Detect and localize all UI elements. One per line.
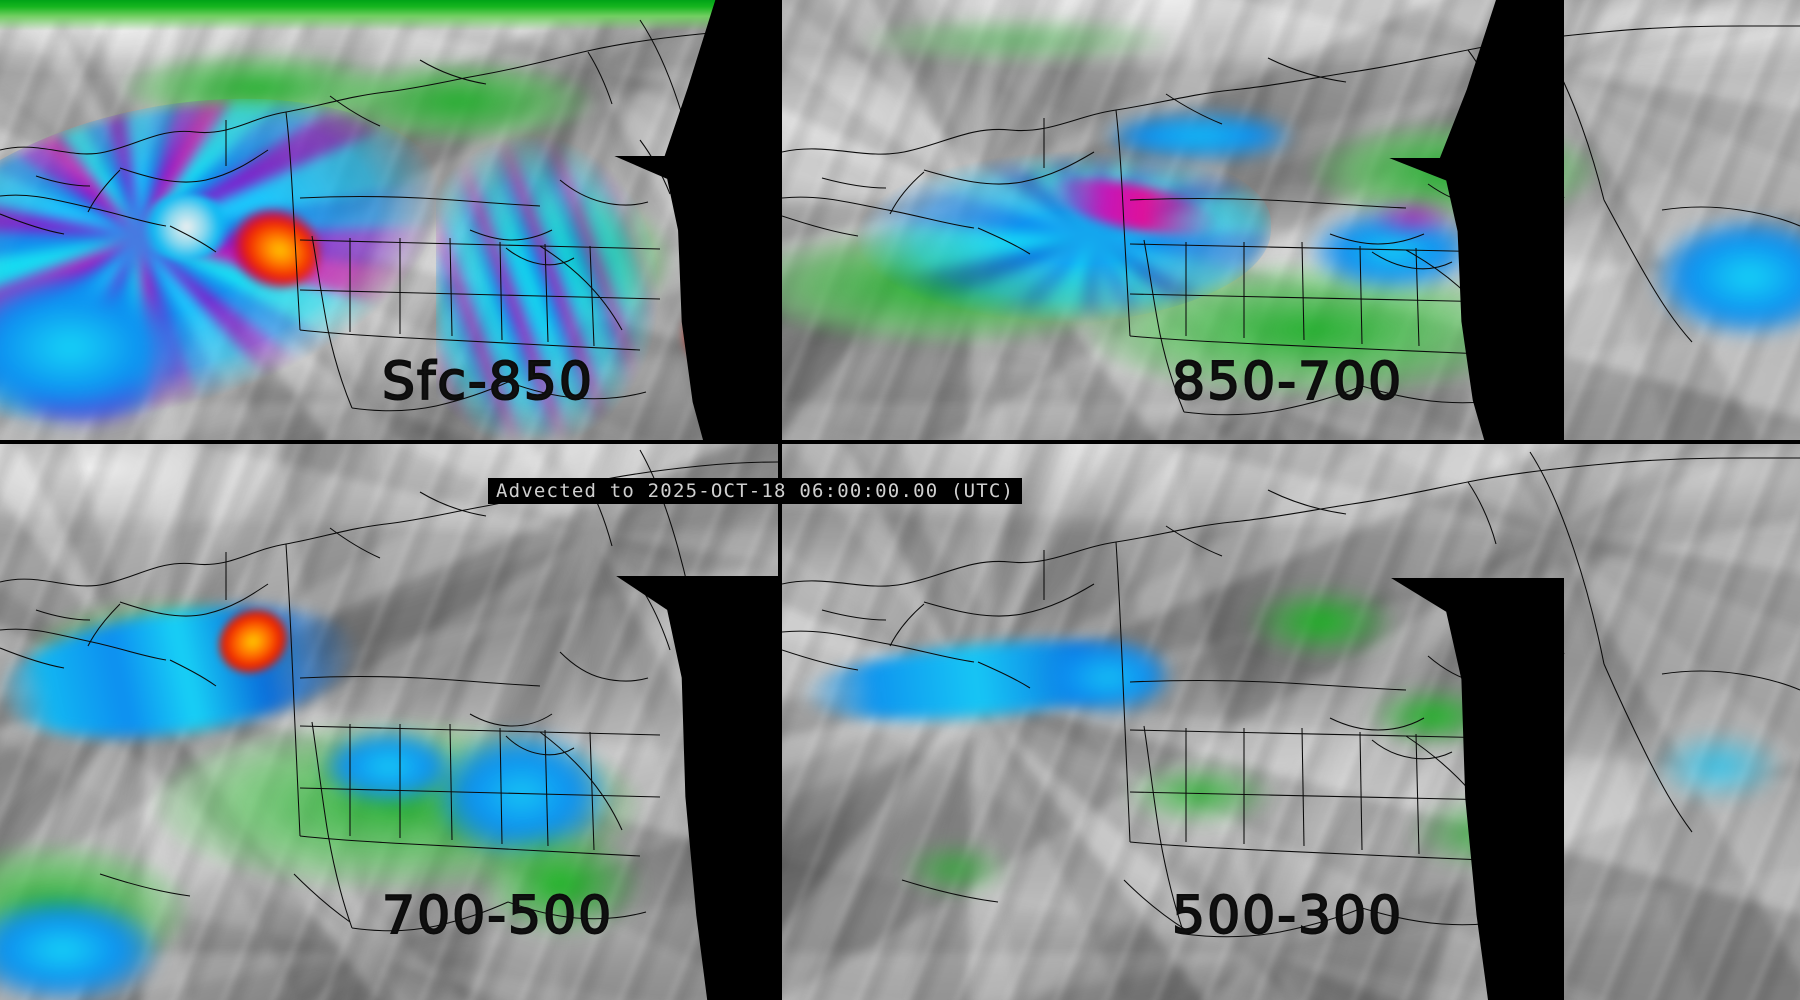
panel-700-500[interactable]: 700-500: [0, 444, 778, 1000]
panel-label-700-500: 700-500: [381, 885, 614, 947]
panel-label-sfc-850: Sfc-850: [381, 351, 594, 413]
panel-sfc-850[interactable]: Sfc-850: [0, 0, 778, 440]
blue-blob-pacific-northwest: [1046, 644, 1169, 711]
blue-blob-central-plains: [326, 733, 452, 800]
moisture-field-500-300: [782, 444, 1800, 1000]
green-streak-southern-plains: [1128, 766, 1271, 823]
green-band-north: [0, 0, 778, 31]
green-streak-baja: [904, 844, 1006, 895]
moisture-field-700-500: [0, 444, 778, 1000]
panel-divider-horizontal: [0, 440, 1800, 444]
magenta-blob-northeast: [1372, 202, 1454, 234]
moisture-field-sfc-850: [0, 0, 778, 440]
cyan-blob-southwest-pacific: [0, 272, 187, 423]
moisture-field-850-700: [782, 0, 1800, 440]
blue-blob-british-columbia: [1107, 114, 1291, 159]
blue-blob-east-coast: [1657, 220, 1800, 335]
cyclone-center: [140, 193, 234, 260]
timestamp-text: Advected to 2025-OCT-18 06:00:00.00 (UTC…: [496, 480, 1015, 502]
green-arc-far-north: [863, 17, 1169, 62]
panel-label-500-300: 500-300: [1171, 885, 1404, 947]
panel-850-700[interactable]: 850-700: [782, 0, 1800, 440]
green-streak-great-lakes: [1250, 588, 1393, 656]
panel-500-300[interactable]: 500-300: [782, 444, 1800, 1000]
blue-blob-southwest-pacific: [0, 899, 156, 1000]
blue-blob-east-coast: [1657, 733, 1780, 800]
panel-label-850-700: 850-700: [1171, 351, 1404, 413]
timestamp-bar: Advected to 2025-OCT-18 06:00:00.00 (UTC…: [488, 478, 1023, 504]
